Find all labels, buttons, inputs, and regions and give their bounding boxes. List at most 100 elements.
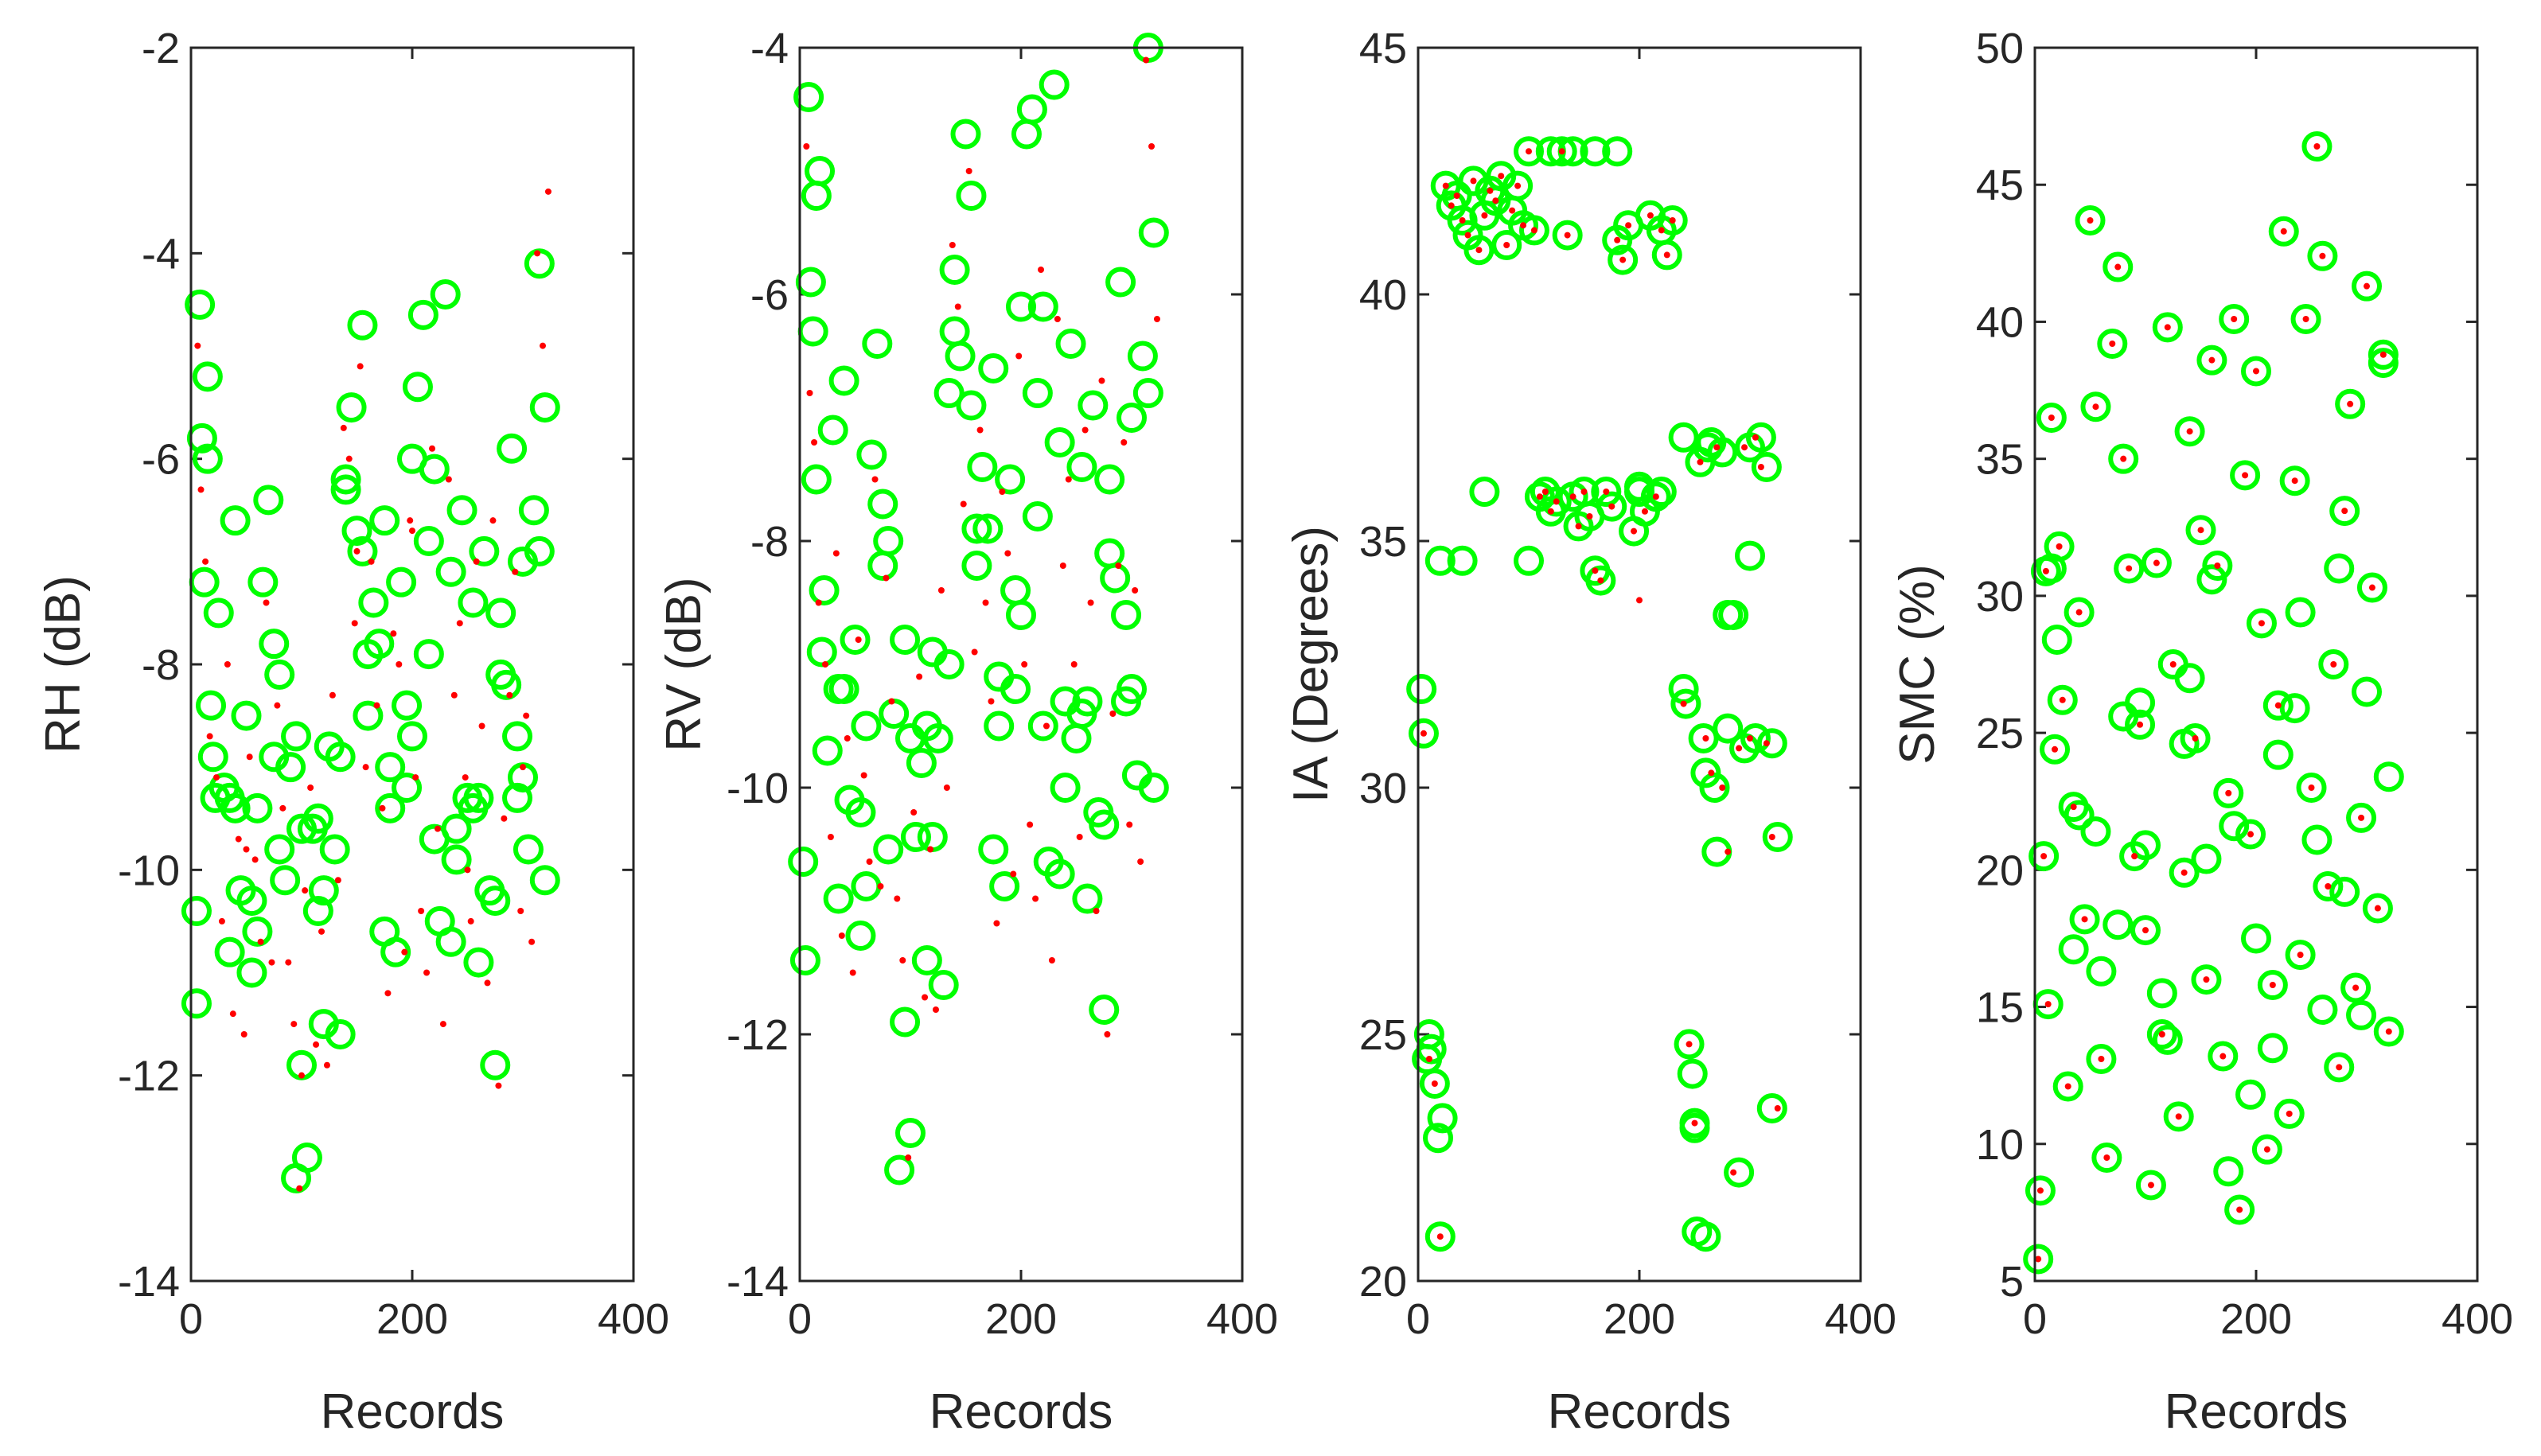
predicted-point-smc (2040, 853, 2048, 860)
predicted-point-ia (1597, 577, 1604, 584)
observed-point-ia (1408, 718, 1439, 749)
predicted-point-ia (1663, 251, 1670, 259)
predicted-point-rh (197, 486, 205, 493)
observed-point-rh (192, 361, 223, 392)
observed-point-rh (264, 659, 295, 690)
predicted-point-rh (340, 424, 347, 431)
observed-point-rv (967, 452, 998, 482)
observed-point-smc (2169, 728, 2200, 759)
observed-point-rh (480, 886, 511, 917)
predicted-point-rh (362, 764, 369, 771)
predicted-point-ia (1442, 182, 1449, 189)
observed-point-rv (1072, 883, 1103, 914)
predicted-point-rh (423, 969, 431, 976)
observed-point-smc (2219, 304, 2250, 334)
observed-point-rv (1027, 710, 1058, 742)
plot-layer-rh (181, 46, 635, 1283)
y-tick-label-smc-6: 35 (1976, 436, 2024, 484)
observed-point-rv (1000, 674, 1031, 704)
observed-point-rh (446, 495, 477, 526)
observed-point-rh (203, 598, 234, 629)
observed-point-smc (2108, 443, 2139, 474)
observed-point-rh (463, 947, 494, 978)
observed-point-rh (325, 1019, 356, 1049)
predicted-point-ia (1431, 1080, 1438, 1087)
observed-point-rv (1027, 291, 1058, 322)
predicted-point-smc (2347, 400, 2354, 407)
predicted-point-smc (2236, 1206, 2243, 1213)
observed-point-rh (413, 526, 444, 556)
observed-point-rh (518, 495, 549, 526)
predicted-point-rh (396, 661, 403, 668)
observed-point-rv (906, 748, 937, 778)
predicted-point-rv (1015, 352, 1023, 360)
observed-point-ia (1491, 230, 1522, 260)
observed-point-rh (242, 792, 273, 823)
observed-point-rh (430, 279, 461, 309)
predicted-point-ia (1526, 148, 1532, 155)
predicted-point-rv (871, 476, 879, 483)
observed-point-ia (1447, 545, 1478, 576)
observed-point-smc (2329, 876, 2360, 907)
predicted-point-smc (2203, 976, 2210, 983)
observed-point-rh (435, 556, 466, 587)
observed-point-rh (407, 299, 438, 330)
observed-point-rh (214, 936, 245, 967)
y-tick-label-smc-3: 20 (1976, 847, 2024, 894)
observed-point-smc (2262, 739, 2294, 770)
predicted-point-rv (883, 574, 890, 582)
observed-point-rv (1111, 686, 1142, 717)
predicted-point-ia (1768, 834, 1775, 840)
observed-point-rv (797, 316, 828, 347)
observed-point-rh (236, 886, 267, 917)
predicted-point-rh (456, 620, 463, 627)
observed-point-smc (2152, 1024, 2183, 1055)
x-tick-label-rh-0: 0 (179, 1295, 203, 1343)
predicted-point-rv (811, 439, 818, 446)
predicted-point-rh (484, 979, 491, 987)
observed-point-ia (1514, 545, 1544, 576)
observed-point-rh (369, 505, 400, 536)
panel-rh: RH (dB) Records -14 -12 -10 -8 -6 -4 -2 0 200 400 (36, 25, 669, 1439)
predicted-point-smc (2186, 428, 2193, 435)
predicted-point-smc (2070, 804, 2077, 811)
predicted-point-smc (2352, 984, 2360, 991)
observed-point-smc (2040, 734, 2071, 765)
observed-point-ia (1657, 205, 1688, 236)
predicted-point-rh (501, 815, 508, 822)
predicted-point-rh (353, 547, 360, 555)
observed-point-rv (1111, 600, 1142, 630)
observed-point-smc (2362, 893, 2393, 924)
x-tick-label-rh-1: 200 (376, 1295, 448, 1343)
observed-point-smc (2080, 391, 2111, 422)
observed-point-smc (2097, 329, 2128, 359)
observed-point-rv (845, 797, 876, 827)
predicted-point-ia (1708, 769, 1715, 777)
observed-point-rh (302, 896, 333, 926)
predicted-point-smc (2153, 559, 2160, 566)
observed-point-rv (1016, 94, 1047, 125)
observed-point-rh (524, 248, 555, 279)
predicted-point-smc (2379, 351, 2387, 358)
predicted-point-rv (988, 698, 995, 705)
x-axis-label-rv: Records (929, 1384, 1113, 1439)
observed-point-ia (1591, 477, 1622, 507)
y-tick-label-smc-2: 15 (1976, 984, 2024, 1032)
y-axis-label-rv: RV (dB) (657, 577, 711, 751)
predicted-point-smc (2258, 620, 2265, 627)
observed-point-smc (2346, 999, 2377, 1030)
predicted-point-ia (1669, 217, 1676, 224)
axes-box-rv (798, 46, 1244, 1283)
predicted-point-ia (1658, 227, 1665, 234)
predicted-point-rv (999, 489, 1006, 495)
observed-point-rv (1039, 69, 1070, 100)
observed-point-ia (1624, 477, 1654, 507)
predicted-point-smc (2247, 831, 2255, 838)
observed-point-rv (1138, 773, 1169, 803)
observed-point-rv (1100, 563, 1131, 594)
observed-point-ia (1677, 1058, 1708, 1089)
predicted-point-smc (2313, 143, 2321, 150)
observed-point-rh (529, 865, 560, 896)
y-tick-label-smc-7: 40 (1976, 298, 2024, 346)
predicted-point-rv (1120, 439, 1128, 446)
